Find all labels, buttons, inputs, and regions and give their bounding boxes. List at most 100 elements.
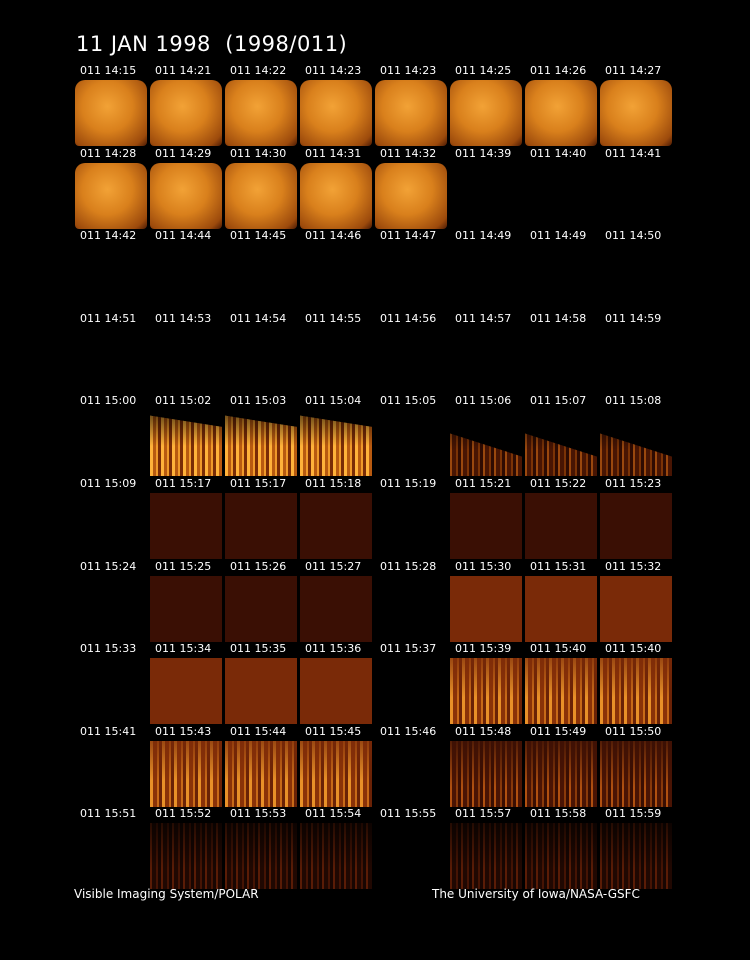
- frame-image: [375, 327, 447, 394]
- frame-image: [525, 327, 597, 394]
- frame-label: 011 15:43: [155, 724, 212, 738]
- frame-image: [225, 493, 297, 559]
- frame-label: 011 15:06: [455, 394, 512, 408]
- frame-label: 011 15:59: [605, 807, 662, 821]
- title: 11 JAN 1998 (1998/011): [76, 32, 348, 56]
- frame-image: [600, 575, 672, 642]
- frame-label: 011 15:27: [305, 559, 362, 573]
- frame-image: [150, 162, 222, 229]
- frame-image: [300, 245, 372, 312]
- frame-image: [150, 245, 222, 312]
- frame-image: [600, 245, 672, 312]
- frame-label: 011 14:29: [155, 146, 212, 160]
- frame-image: [450, 162, 522, 229]
- frame-image: [450, 740, 522, 807]
- frame-label: 011 14:54: [230, 311, 287, 325]
- frame-image: [375, 658, 447, 725]
- frame-label: 011 14:55: [305, 311, 362, 325]
- frame-label: 011 15:32: [605, 559, 662, 573]
- frame-image: [225, 658, 297, 725]
- frame-image: [525, 245, 597, 312]
- frame-label: 011 15:17: [230, 477, 287, 490]
- frame-image: [225, 415, 297, 477]
- frame-label: 011 15:04: [305, 394, 362, 408]
- frame-label: 011 15:26: [230, 559, 287, 573]
- frame-image: [150, 823, 222, 890]
- frame-label: 011 15:35: [230, 642, 287, 656]
- frame-label: 011 14:15: [80, 64, 137, 77]
- frame-label: 011 15:30: [455, 559, 512, 573]
- frame-label: 011 14:22: [230, 64, 287, 77]
- frame-image: [75, 658, 147, 725]
- frame-label: 011 15:17: [155, 477, 212, 490]
- frame-label: 011 15:03: [230, 394, 287, 408]
- frame-image: [450, 493, 522, 559]
- frame-label: 011 15:52: [155, 807, 212, 821]
- frame-image: [525, 740, 597, 807]
- frame-image: [600, 80, 672, 146]
- frame-image: [75, 410, 147, 477]
- frame-label: 011 15:05: [380, 394, 437, 408]
- frame-label: 011 15:07: [530, 394, 587, 408]
- frame-label: 011 15:41: [80, 724, 137, 738]
- frame-label: 011 14:42: [80, 229, 137, 243]
- frame-label: 011 15:36: [305, 642, 362, 656]
- frame-image: [600, 740, 672, 807]
- frame-label: 011 15:48: [455, 724, 512, 738]
- frame-image: [75, 80, 147, 146]
- frame-image: [525, 433, 597, 477]
- frame-image: [450, 823, 522, 890]
- frame-image: [375, 410, 447, 477]
- frame-label: 011 14:21: [155, 64, 212, 77]
- frame-label: 011 14:59: [605, 311, 662, 325]
- frame-image: [600, 327, 672, 394]
- frame-label: 011 14:51: [80, 311, 137, 325]
- frame-image: [375, 823, 447, 890]
- frame-image: [600, 493, 672, 559]
- footer-right: The University of Iowa/NASA-GSFC: [432, 887, 640, 901]
- frame-image: [75, 162, 147, 229]
- frame-label: 011 14:49: [455, 229, 512, 243]
- frame-image: [225, 575, 297, 642]
- frame-label: 011 14:23: [380, 64, 437, 77]
- frame-label: 011 15:45: [305, 724, 362, 738]
- frame-image: [300, 415, 372, 477]
- frame-image: [525, 493, 597, 559]
- frame-label: 011 15:22: [530, 477, 587, 490]
- frame-image: [450, 327, 522, 394]
- frame-image: [450, 245, 522, 312]
- frame-label: 011 14:53: [155, 311, 212, 325]
- frame-label: 011 14:47: [380, 229, 437, 243]
- frame-label: 011 14:57: [455, 311, 512, 325]
- frame-image: [300, 493, 372, 559]
- frame-label: 011 15:09: [80, 477, 137, 490]
- frame-label: 011 15:18: [305, 477, 362, 490]
- frame-label: 011 15:34: [155, 642, 212, 656]
- footer-left: Visible Imaging System/POLAR: [74, 887, 259, 901]
- frame-image: [450, 80, 522, 146]
- frame-image: [75, 493, 147, 559]
- frame-image: [150, 327, 222, 394]
- frame-image: [450, 433, 522, 477]
- frame-image: [75, 575, 147, 642]
- frame-label: 011 15:19: [380, 477, 437, 490]
- frame-label: 011 14:44: [155, 229, 212, 243]
- frame-label: 011 14:39: [455, 146, 512, 160]
- frame-label: 011 15:28: [380, 559, 437, 573]
- frame-label: 011 14:46: [305, 229, 362, 243]
- frame-image: [300, 658, 372, 725]
- frame-image: [600, 823, 672, 890]
- frame-image: [525, 80, 597, 146]
- frame-label: 011 15:23: [605, 477, 662, 490]
- frame-image: [300, 327, 372, 394]
- frame-image: [600, 162, 672, 229]
- frame-label: 011 15:02: [155, 394, 212, 408]
- frame-label: 011 15:54: [305, 807, 362, 821]
- frame-image: [150, 658, 222, 725]
- frame-image: [375, 740, 447, 807]
- frame-label: 011 14:50: [605, 229, 662, 243]
- frame-label: 011 14:49: [530, 229, 587, 243]
- frame-image: [375, 245, 447, 312]
- frame-image: [600, 433, 672, 477]
- frame-label: 011 15:25: [155, 559, 212, 573]
